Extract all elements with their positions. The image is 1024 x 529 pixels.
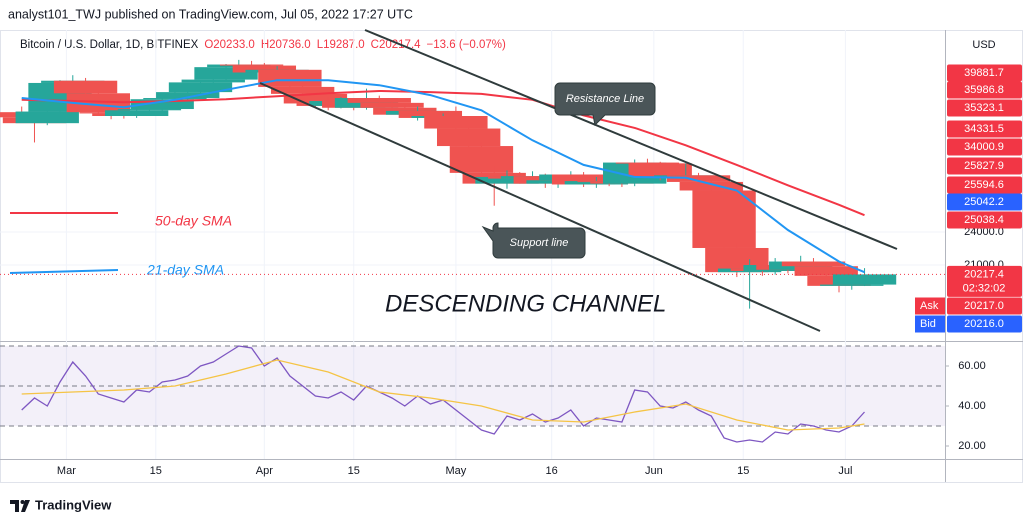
price-tag [947, 81, 1022, 99]
candle-body [628, 163, 692, 177]
price-tag-label: 34331.5 [964, 123, 1004, 135]
resistance-callout [554, 82, 656, 127]
sma-legend-swatch [9, 269, 119, 274]
price-tag-label: 25827.9 [964, 160, 1004, 172]
rsi-tick-label: 60.00 [958, 360, 986, 372]
bid-name: Bid [920, 318, 936, 330]
candle-body [615, 162, 680, 164]
candle-body [436, 128, 501, 147]
price-tag [947, 99, 1022, 117]
support-callout [481, 222, 586, 259]
candle-body [820, 284, 884, 286]
candle-body [181, 79, 245, 83]
price-tag-label: 34000.9 [964, 141, 1004, 153]
candle-body [232, 65, 297, 73]
ohlc-value: L19287.0 [317, 39, 365, 51]
price-tag-label: 25038.4 [964, 214, 1004, 226]
ask-name: Ask [920, 300, 939, 312]
price-tag [947, 193, 1022, 211]
price-tag-label: 25594.6 [964, 179, 1004, 191]
sma-legend-label: 50-day SMA [155, 213, 232, 229]
ohlc-value: H20736.0 [261, 39, 311, 51]
publisher-line: analyst101_TWJ published on TradingView.… [8, 7, 413, 21]
support-label: Support line [510, 237, 569, 249]
resistance-channel-line [364, 29, 898, 250]
price-tag [947, 64, 1022, 82]
candle-body [475, 176, 539, 184]
x-tick-label: Jun [645, 465, 663, 477]
x-tick-label: Mar [57, 465, 76, 477]
price-tag [947, 138, 1022, 156]
rsi-tick-label: 20.00 [958, 440, 986, 452]
candle-body [832, 274, 897, 285]
bid-price-box [947, 315, 1022, 333]
x-tick-label: May [446, 465, 467, 477]
candle-body [219, 64, 284, 66]
symbol-legend: Bitcoin / U.S. Dollar, 1D, BITFINEX O2023… [20, 39, 506, 51]
currency-label: USD [972, 39, 995, 51]
candle-body [398, 110, 463, 118]
y-tick-label: 24000.0 [964, 226, 1004, 238]
rsi-line [21, 359, 865, 431]
ask-price: 20217.0 [964, 300, 1004, 312]
x-tick-label: 15 [150, 465, 162, 477]
price-tag [947, 176, 1022, 194]
price-tag-label: 39881.7 [964, 67, 1004, 79]
price-tag [947, 211, 1022, 229]
candle-body [15, 111, 79, 124]
bid-name-box [915, 315, 945, 333]
symbol-title: Bitcoin / U.S. Dollar, 1D, BITFINEX [20, 39, 199, 51]
candle-body [66, 93, 131, 113]
x-tick-label: Apr [256, 465, 273, 477]
resistance-label: Resistance Line [566, 93, 644, 105]
ask-price-box [947, 297, 1022, 315]
x-tick-label: 15 [737, 465, 749, 477]
ohlc-value: O20233.0 [204, 39, 255, 51]
candle-body [130, 99, 194, 110]
candle-body [156, 92, 220, 99]
brand-name: TradingView [35, 497, 112, 512]
candle-body [283, 93, 348, 104]
candle-body [424, 116, 488, 129]
last-price-tag [947, 265, 1022, 297]
candle-body [53, 80, 118, 94]
candle-body [679, 181, 743, 191]
bid-price: 20216.0 [964, 318, 1004, 330]
candle-body [360, 102, 424, 108]
candle-body [258, 69, 322, 87]
candle-body [270, 86, 335, 94]
x-tick-label: Jul [838, 465, 852, 477]
candle-body [168, 82, 233, 93]
support-channel-line [259, 82, 821, 332]
candle-body [781, 261, 846, 267]
candle-body [794, 266, 858, 276]
price-tag-label: 35986.8 [964, 84, 1004, 96]
bar-countdown: 02:32:02 [963, 282, 1006, 294]
sma-line [21, 79, 865, 274]
candle-body [347, 98, 411, 103]
candle-body [449, 146, 514, 173]
rsi-tick-label: 40.00 [958, 400, 986, 412]
candle-body [143, 98, 207, 100]
channel-title: DESCENDING CHANNEL [385, 290, 666, 317]
ohlc-value: −13.6 (−0.07%) [427, 39, 506, 51]
last-price-label: 20217.4 [964, 268, 1004, 280]
candle-body [692, 190, 756, 248]
x-tick-label: 16 [546, 465, 558, 477]
frame [0, 30, 1023, 483]
price-tag [947, 157, 1022, 175]
x-tick-label: 15 [348, 465, 360, 477]
candle-body [666, 175, 731, 182]
price-tag-label: 25042.2 [964, 196, 1004, 208]
brand-logo [10, 500, 30, 512]
price-tag-label: 35323.1 [964, 102, 1004, 114]
candle-body [551, 174, 616, 185]
price-tag [947, 120, 1022, 138]
candle-body [117, 109, 182, 111]
sma-legend-label: 21-day SMA [146, 262, 224, 278]
candle-body [104, 110, 169, 116]
ask-name-box [915, 297, 945, 315]
